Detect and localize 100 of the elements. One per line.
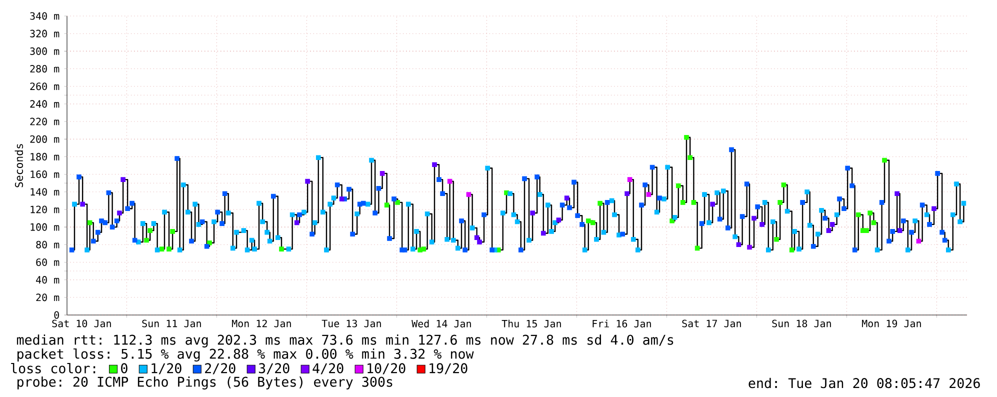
y-tick-label: 260 m bbox=[30, 82, 60, 90]
x-tick-label: Sun 18 Jan bbox=[772, 320, 831, 328]
point bbox=[894, 191, 900, 196]
legend-label: 4/20 bbox=[312, 363, 344, 374]
y-tick-label: 200 m bbox=[30, 135, 60, 143]
x-tick-label: Fri 16 Jan bbox=[592, 320, 651, 328]
point bbox=[148, 228, 152, 233]
point bbox=[590, 220, 596, 226]
y-tick-label: 40 m bbox=[36, 276, 60, 284]
point bbox=[680, 200, 686, 205]
point bbox=[477, 240, 482, 244]
point bbox=[384, 202, 390, 208]
legend-label: 2/20 bbox=[205, 363, 236, 374]
x-tick-label: Sat 17 Jan bbox=[682, 320, 741, 328]
x-tick-label: Mon 12 Jan bbox=[232, 320, 291, 328]
point bbox=[598, 200, 602, 206]
point bbox=[447, 178, 452, 184]
point bbox=[932, 206, 936, 211]
point bbox=[421, 246, 426, 252]
x-tick-label: Thu 15 Jan bbox=[502, 320, 561, 328]
y-tick-label: 120 m bbox=[30, 206, 60, 214]
point bbox=[564, 196, 570, 200]
x-tick-label: Mon 19 Jan bbox=[862, 320, 921, 328]
text: end: Tue Jan 20 08:05:47 2026 bbox=[748, 378, 980, 388]
legend-label: 10/20 bbox=[368, 363, 406, 374]
point bbox=[856, 212, 861, 218]
legend-label: 19/20 bbox=[430, 363, 468, 374]
point bbox=[691, 200, 696, 205]
point bbox=[646, 192, 652, 197]
y-axis-title: Seconds bbox=[14, 144, 24, 188]
y-tick-label: 320 m bbox=[30, 30, 60, 38]
point bbox=[159, 246, 164, 252]
legend-title: loss color: bbox=[11, 363, 96, 374]
text: median rtt: 112.3 ms avg 202.3 ms max 73.6 ms min 127.6 ms now 27.8 ms sd 4.0 am/s bbox=[16, 334, 674, 348]
legend-label: 3/20 bbox=[258, 363, 290, 374]
point bbox=[117, 210, 122, 216]
point bbox=[556, 218, 562, 222]
y-tick-label: 280 m bbox=[30, 64, 60, 73]
point bbox=[916, 238, 922, 244]
y-tick-label: 80 m bbox=[36, 240, 60, 248]
point bbox=[87, 220, 92, 226]
point bbox=[80, 202, 85, 207]
point bbox=[380, 171, 385, 176]
legend-label: 1/20 bbox=[152, 363, 182, 374]
point bbox=[781, 182, 786, 188]
point bbox=[871, 220, 876, 226]
point bbox=[830, 222, 835, 227]
x-tick-label: Sun 11 Jan bbox=[142, 320, 201, 328]
point bbox=[897, 228, 902, 233]
y-tick-label: 100 m bbox=[30, 223, 60, 231]
y-tick-label: 60 m bbox=[36, 258, 60, 266]
point bbox=[166, 246, 172, 252]
point bbox=[627, 177, 632, 182]
point bbox=[864, 228, 869, 233]
point bbox=[432, 162, 437, 168]
y-tick-label: 160 m bbox=[30, 170, 60, 178]
x-tick-label: Wed 14 Jan bbox=[412, 320, 471, 328]
x-tick-label: Tue 13 Jan bbox=[322, 320, 381, 328]
point bbox=[882, 158, 887, 163]
point bbox=[294, 220, 300, 226]
y-tick-label: 220 m bbox=[30, 118, 60, 126]
point bbox=[736, 242, 742, 248]
point bbox=[586, 218, 591, 224]
y-tick-label: 180 m bbox=[30, 152, 60, 160]
point bbox=[530, 210, 535, 216]
point bbox=[826, 228, 832, 233]
y-tick-label: 340 m bbox=[30, 12, 60, 20]
y-tick-label: 140 m bbox=[30, 188, 60, 196]
point bbox=[120, 177, 126, 182]
point bbox=[747, 244, 752, 250]
point bbox=[170, 229, 175, 234]
x-tick-label: Sat 10 Jan bbox=[52, 320, 111, 328]
point bbox=[789, 248, 794, 252]
y-tick-label: 240 m bbox=[30, 100, 60, 108]
y-tick-label: 20 m bbox=[36, 294, 60, 302]
point bbox=[710, 202, 715, 207]
point bbox=[676, 183, 681, 188]
point bbox=[395, 200, 400, 205]
point bbox=[144, 238, 149, 243]
point bbox=[474, 235, 480, 240]
point bbox=[778, 200, 782, 205]
point bbox=[339, 196, 344, 202]
point bbox=[752, 216, 756, 221]
text: packet loss: 5.15 % avg 22.88 % max 0.00 % min 3.32 % now bbox=[18, 348, 474, 362]
legend-label: 0 bbox=[121, 363, 128, 374]
point bbox=[868, 210, 872, 216]
point bbox=[207, 240, 212, 246]
point bbox=[466, 192, 472, 197]
point bbox=[694, 246, 700, 251]
point bbox=[688, 155, 692, 160]
point bbox=[305, 178, 310, 184]
point bbox=[684, 134, 689, 140]
text: probe: 20 ICMP Echo Pings (56 Bytes) every 300s bbox=[18, 376, 392, 390]
y-tick-label: 300 m bbox=[30, 47, 60, 55]
y-tick-label: 0 bbox=[54, 311, 59, 319]
point bbox=[279, 246, 284, 252]
point bbox=[774, 236, 779, 242]
point bbox=[540, 230, 546, 236]
point bbox=[624, 191, 630, 196]
point bbox=[760, 222, 764, 227]
